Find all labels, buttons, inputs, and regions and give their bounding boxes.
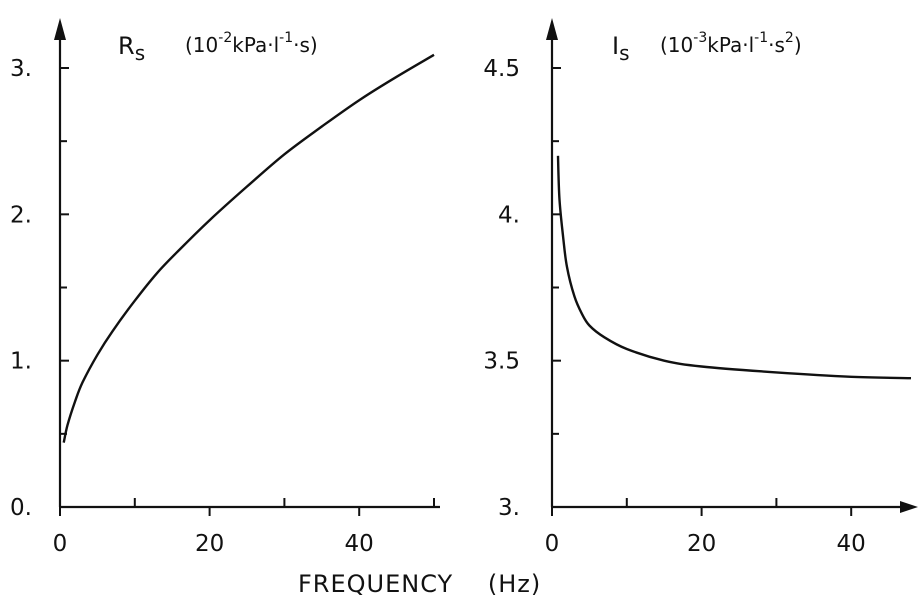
- is-series-line: [556, 155, 912, 380]
- rs-ylabel-unit: (10-2kPa·l-1·s): [185, 30, 318, 57]
- rs-y-tick-label: 3.: [10, 56, 32, 82]
- x-axis-label: FREQUENCY (Hz): [298, 570, 541, 598]
- is-x-axis-arrow: [900, 501, 918, 513]
- x-axis-label-unit: (Hz): [488, 570, 541, 598]
- rs-y-tick-label: 0.: [10, 495, 32, 521]
- rs-y-tick-label: 2.: [10, 202, 32, 228]
- rs-x-tick-label: 20: [195, 531, 224, 557]
- is-x-tick-label: 20: [687, 531, 716, 557]
- is-y-tick-label: 4.: [498, 202, 520, 228]
- x-axis-label-text: FREQUENCY: [298, 570, 453, 598]
- is-y-tick-label: 3.: [498, 495, 520, 521]
- is-x-tick-label: 40: [837, 531, 866, 557]
- is-ylabel-unit: (10-3kPa·l-1·s2): [660, 30, 802, 57]
- is-panel: 3. 3.5 4. 4.5 0 20 40 Is (10-3kPa·l-1·s2): [483, 18, 918, 557]
- is-ylabel-symbol: Is: [612, 32, 630, 65]
- rs-y-axis-arrow: [54, 18, 66, 40]
- is-y-tick-label: 4.5: [483, 56, 520, 82]
- rs-ylabel-symbol: Rs: [118, 32, 145, 65]
- rs-panel: 0. 1. 2. 3. 0 20 40 Rs (10-2kPa·l-1·s): [10, 18, 440, 557]
- is-y-tick-label: 3.5: [483, 349, 520, 375]
- is-x-tick-label: 0: [545, 531, 560, 557]
- rs-x-tick-label: 40: [345, 531, 374, 557]
- is-y-axis-arrow: [546, 18, 558, 40]
- rs-series-line: [62, 53, 435, 443]
- rs-y-tick-label: 1.: [10, 349, 32, 375]
- rs-x-tick-label: 0: [53, 531, 68, 557]
